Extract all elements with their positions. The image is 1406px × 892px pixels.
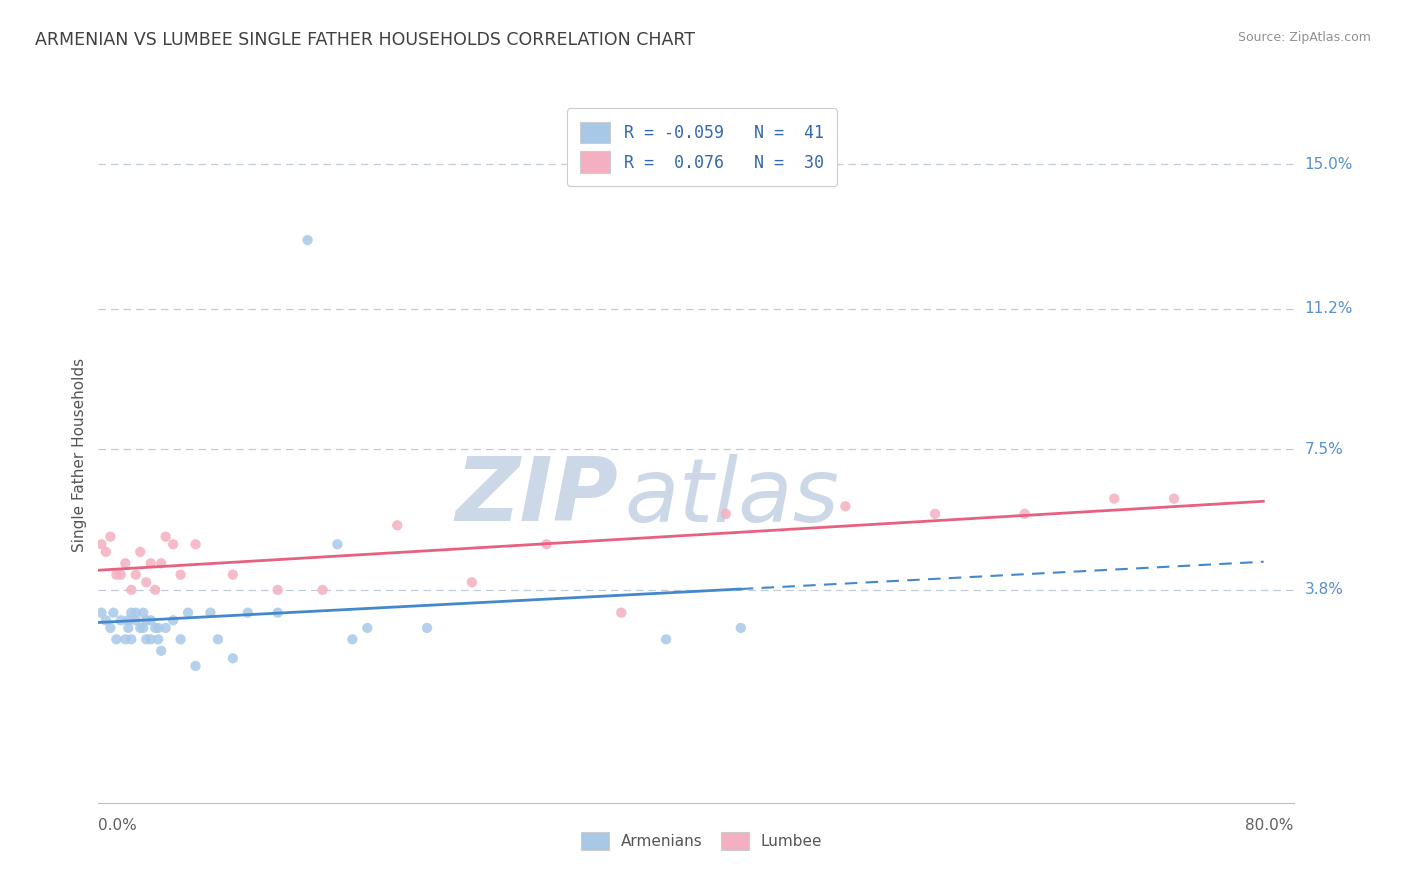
Point xyxy=(924,507,946,521)
Point xyxy=(110,567,132,582)
Point xyxy=(311,582,333,597)
Point xyxy=(177,606,200,620)
Point xyxy=(730,621,752,635)
Point xyxy=(135,613,157,627)
Point xyxy=(94,613,117,627)
Point xyxy=(236,606,259,620)
Text: ARMENIAN VS LUMBEE SINGLE FATHER HOUSEHOLDS CORRELATION CHART: ARMENIAN VS LUMBEE SINGLE FATHER HOUSEHO… xyxy=(35,31,695,49)
Point xyxy=(125,606,148,620)
Point xyxy=(610,606,633,620)
Text: 11.2%: 11.2% xyxy=(1305,301,1353,316)
Point xyxy=(326,537,349,551)
Point xyxy=(139,632,162,647)
Text: 15.0%: 15.0% xyxy=(1305,157,1353,171)
Point xyxy=(342,632,364,647)
Point xyxy=(105,567,128,582)
Text: Source: ZipAtlas.com: Source: ZipAtlas.com xyxy=(1237,31,1371,45)
Point xyxy=(200,606,222,620)
Point xyxy=(132,606,155,620)
Point xyxy=(129,621,152,635)
Legend: Armenians, Lumbee: Armenians, Lumbee xyxy=(574,825,830,858)
Point xyxy=(184,659,207,673)
Point xyxy=(655,632,678,647)
Point xyxy=(98,530,122,544)
Point xyxy=(155,530,177,544)
Point xyxy=(150,556,173,570)
Point xyxy=(129,545,152,559)
Point xyxy=(267,606,290,620)
Y-axis label: Single Father Households: Single Father Households xyxy=(72,358,87,552)
Point xyxy=(90,537,112,551)
Point xyxy=(1163,491,1185,506)
Point xyxy=(114,556,136,570)
Point xyxy=(117,613,139,627)
Point xyxy=(148,621,170,635)
Point xyxy=(1014,507,1036,521)
Point xyxy=(1104,491,1126,506)
Point xyxy=(297,233,319,247)
Point xyxy=(222,567,245,582)
Point xyxy=(143,582,166,597)
Point xyxy=(714,507,737,521)
Point xyxy=(834,500,856,514)
Point xyxy=(461,575,484,590)
Point xyxy=(150,644,173,658)
Point xyxy=(162,613,184,627)
Point xyxy=(120,582,142,597)
Point xyxy=(132,621,155,635)
Point xyxy=(120,632,142,647)
Point xyxy=(117,621,139,635)
Point xyxy=(148,632,170,647)
Point xyxy=(90,606,112,620)
Text: 3.8%: 3.8% xyxy=(1305,582,1344,598)
Point xyxy=(169,567,191,582)
Point xyxy=(125,613,148,627)
Point xyxy=(416,621,439,635)
Point xyxy=(139,613,162,627)
Point xyxy=(105,632,128,647)
Point xyxy=(222,651,245,665)
Point xyxy=(155,621,177,635)
Point xyxy=(184,537,207,551)
Text: ZIP: ZIP xyxy=(456,453,619,541)
Point xyxy=(169,632,191,647)
Point xyxy=(125,567,148,582)
Point xyxy=(120,606,142,620)
Point xyxy=(143,621,166,635)
Point xyxy=(135,632,157,647)
Text: 80.0%: 80.0% xyxy=(1246,818,1294,833)
Point xyxy=(103,606,125,620)
Point xyxy=(139,556,162,570)
Point xyxy=(385,518,409,533)
Text: 0.0%: 0.0% xyxy=(98,818,138,833)
Point xyxy=(135,575,157,590)
Point xyxy=(267,582,290,597)
Point xyxy=(114,632,136,647)
Text: 7.5%: 7.5% xyxy=(1305,442,1343,457)
Point xyxy=(98,621,122,635)
Point xyxy=(162,537,184,551)
Text: atlas: atlas xyxy=(624,454,839,540)
Point xyxy=(94,545,117,559)
Point xyxy=(536,537,558,551)
Point xyxy=(356,621,378,635)
Point xyxy=(207,632,229,647)
Point xyxy=(110,613,132,627)
